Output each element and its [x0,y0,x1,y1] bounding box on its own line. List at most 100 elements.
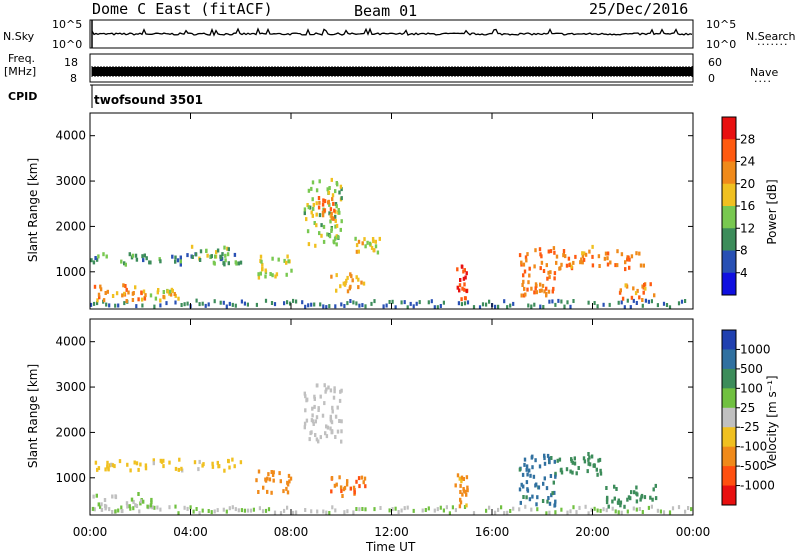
echo-cell [156,505,159,510]
ytick-label: 2000 [55,425,86,439]
echo-cell [355,249,359,254]
echo-cell [91,506,95,511]
echo-cell [649,495,652,500]
colorbar-swatch [722,250,736,274]
echo-cell [463,268,466,273]
echo-cell [564,254,567,259]
echo-cell [328,511,331,515]
echo-cell [174,466,178,471]
colorbar-tick-label: 4 [740,266,748,280]
echo-cell [305,217,308,222]
echo-cell [192,509,195,514]
echo-cell [376,250,380,255]
echo-cell [114,303,117,308]
echo-cell [456,267,459,272]
echo-cell [197,467,200,472]
echo-cell [570,264,573,269]
echo-cell [439,304,442,308]
echo-cell [456,473,460,478]
echo-cell [650,299,653,304]
echo-cell [575,510,578,515]
echo-cell [566,300,569,305]
echo-cell [550,493,553,498]
echo-cell [421,508,424,513]
echo-cell [533,302,536,307]
echo-cell [231,302,234,307]
echo-cell [292,298,295,303]
echo-cell [323,208,326,213]
ytick-label: 1000 [55,265,86,279]
echo-cell [643,495,647,500]
echo-cell [135,257,139,262]
echo-cell [249,508,252,513]
colorbar-tick-label: 16 [740,199,755,213]
echo-cell [618,290,622,295]
echo-cell [343,485,347,490]
echo-cell [522,484,525,489]
echo-cell [261,509,265,514]
echo-cell [333,240,336,245]
echo-cell [497,304,500,309]
echo-cell [616,249,619,254]
echo-cell [528,497,532,502]
echo-cell [478,305,482,310]
echo-cell [554,302,557,307]
echo-cell [368,241,372,246]
echo-cell [120,509,124,513]
echo-cell [534,286,537,291]
echo-cell [315,437,319,442]
echo-cell [131,298,135,302]
echo-cell [195,298,198,303]
echo-cell [231,505,234,510]
echo-cell [313,394,316,399]
echo-cell [549,270,552,275]
echo-cell [327,200,330,205]
echo-cell [539,266,542,271]
echo-cell [162,294,165,299]
echo-cell [586,469,589,474]
echo-cell [326,232,329,237]
echo-cell [454,483,457,488]
date-label: 25/Dec/2016 [589,0,689,18]
echo-cell [525,480,529,485]
echo-cell [271,256,274,261]
echo-cell [540,288,543,293]
echo-cell [349,486,352,491]
echo-cell [638,295,641,300]
echo-cell [321,202,325,207]
echo-cell [500,505,503,510]
echo-cell [485,508,488,513]
echo-cell [201,508,204,513]
echo-cell [553,250,556,255]
echo-cell [270,490,273,495]
echo-cell [639,263,643,268]
echo-cell [522,495,525,499]
echo-cell [106,289,109,294]
echo-cell [177,467,180,472]
echo-cell [139,499,143,504]
echo-cell [117,508,120,513]
echo-cell [211,461,214,466]
echo-cell [198,258,202,262]
echo-cell [372,239,375,244]
echo-cell [542,305,545,309]
freq-label-line2: [MHz] [4,65,37,78]
echo-cell [560,470,564,475]
echo-cell [159,507,162,512]
echo-cell [340,439,343,444]
echo-cell [542,269,546,273]
echo-cell [684,299,687,303]
colorbar-tick-label: 8 [740,244,748,258]
echo-cell [216,248,220,253]
echo-cell [267,472,270,477]
echo-cell [349,272,352,277]
echo-cell [559,468,563,473]
echo-cell [310,418,314,423]
echo-cell [526,487,529,492]
echo-cell [553,502,557,507]
echo-cell [122,283,125,288]
radar-title: Dome C East (fitACF) [92,0,273,18]
echo-cell [665,303,669,307]
echo-cell [150,497,153,502]
echo-cell [641,510,644,514]
